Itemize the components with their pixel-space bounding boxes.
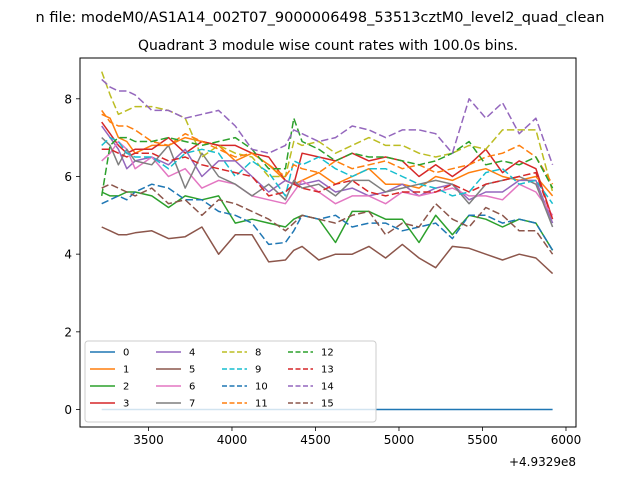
legend-label-6: 6 (189, 382, 195, 393)
legend-box (84, 340, 377, 423)
x-tick-label: 6000 (551, 433, 582, 447)
legend-label-13: 13 (321, 365, 334, 376)
x-tick-label: 5000 (384, 433, 415, 447)
chart-title: Quadrant 3 module wise count rates with … (138, 38, 518, 54)
legend-label-9: 9 (255, 365, 261, 376)
legend-label-12: 12 (321, 348, 334, 359)
series-line-14 (101, 78, 554, 166)
plot-area (100, 71, 554, 411)
x-tick-label: 4500 (300, 433, 331, 447)
legend-label-4: 4 (189, 348, 195, 359)
legend-label-2: 2 (123, 382, 129, 393)
series-line-5 (101, 226, 554, 275)
legend-label-0: 0 (123, 348, 129, 359)
series-line-13 (101, 148, 554, 220)
axes-frame (79, 57, 577, 428)
series-line-8 (100, 71, 554, 193)
legend-label-10: 10 (255, 382, 268, 393)
legend-label-7: 7 (189, 399, 195, 410)
x-offset-label: +4.9329e8 (509, 455, 576, 469)
legend-label-1: 1 (123, 365, 129, 376)
x-tick-label: 4000 (217, 433, 248, 447)
figure-suptitle: n file: modeM0/AS1A14_002T07_9000006498_… (36, 10, 605, 26)
legend-label-11: 11 (255, 399, 268, 410)
y-tick-label: 6 (64, 170, 72, 184)
axis-ticks: 3500 4000 4500 5000 5500 6000 0 2 4 6 8 (64, 92, 581, 447)
legend-label-15: 15 (321, 399, 334, 410)
y-tick-label: 0 (64, 403, 72, 417)
series-line-15 (101, 183, 554, 255)
legend-label-14: 14 (321, 382, 334, 393)
y-tick-label: 8 (64, 92, 72, 106)
series-line-11 (101, 109, 554, 185)
series-line-12 (100, 117, 554, 197)
legend-label-3: 3 (123, 399, 129, 410)
legend-label-5: 5 (189, 365, 195, 376)
x-tick-label: 5500 (467, 433, 498, 447)
legend-label-8: 8 (255, 348, 261, 359)
series-line-6 (101, 140, 554, 216)
series-line-10 (101, 183, 554, 251)
x-tick-label: 3500 (133, 433, 164, 447)
y-tick-label: 2 (64, 325, 72, 339)
y-tick-label: 4 (64, 248, 72, 262)
series-line-7 (101, 137, 554, 228)
